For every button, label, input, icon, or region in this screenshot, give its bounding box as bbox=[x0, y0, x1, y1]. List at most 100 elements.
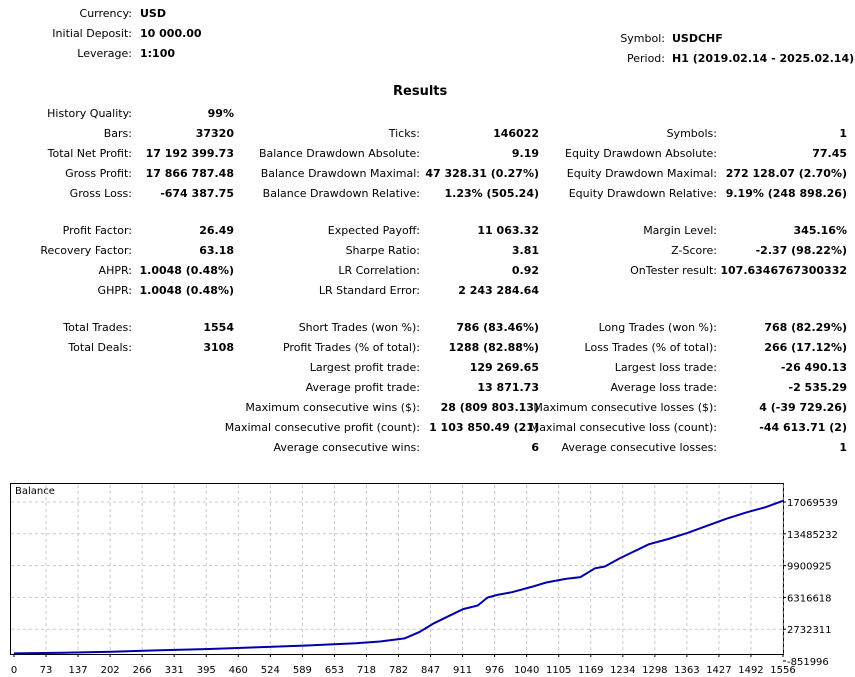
stat-value: 266 (17.12%) bbox=[764, 341, 847, 354]
stat-label: LR Correlation: bbox=[338, 264, 420, 277]
x-tick-label: 1105 bbox=[546, 665, 571, 676]
stat-label: Loss Trades (% of total): bbox=[584, 341, 717, 354]
stat-label: Profit Trades (% of total): bbox=[282, 341, 420, 354]
stat-value: -2.37 (98.22%) bbox=[755, 244, 847, 257]
stat-label: Average consecutive losses: bbox=[561, 441, 717, 454]
x-tick-label: 202 bbox=[101, 665, 120, 676]
x-tick-label: 911 bbox=[453, 665, 472, 676]
stat-value: -26 490.13 bbox=[780, 361, 847, 374]
initial-deposit-value: 10 000.00 bbox=[140, 27, 202, 40]
stat-value: 1 bbox=[839, 127, 847, 140]
stat-label: Maximal consecutive loss (count): bbox=[529, 421, 717, 434]
stat-label: Gross Profit: bbox=[65, 167, 132, 180]
stat-label: Equity Drawdown Absolute: bbox=[565, 147, 717, 160]
stat-value: 3.81 bbox=[511, 244, 539, 257]
stat-label: LR Standard Error: bbox=[318, 284, 420, 297]
stat-value: 1554 bbox=[203, 321, 234, 334]
stat-label: Largest profit trade: bbox=[309, 361, 420, 374]
y-tick-label: 13485232 bbox=[787, 530, 838, 541]
x-tick-label: 524 bbox=[261, 665, 280, 676]
currency-value: USD bbox=[140, 7, 166, 20]
x-tick-label: 1556 bbox=[770, 665, 795, 676]
x-tick-label: 395 bbox=[197, 665, 216, 676]
stat-label: Sharpe Ratio: bbox=[345, 244, 420, 257]
stat-value: 1288 (82.88%) bbox=[448, 341, 539, 354]
symbol-label: Symbol: bbox=[620, 32, 665, 45]
stat-value: 9.19% (248 898.26) bbox=[725, 187, 847, 200]
x-tick-label: 460 bbox=[229, 665, 248, 676]
stat-label: Average consecutive wins: bbox=[273, 441, 420, 454]
stat-value: 107.6346767300332 bbox=[720, 264, 847, 277]
currency-label: Currency: bbox=[79, 7, 132, 20]
x-tick-label: 266 bbox=[133, 665, 152, 676]
stat-label: Expected Payoff: bbox=[327, 224, 420, 237]
stat-label: OnTester result: bbox=[630, 264, 717, 277]
period-label: Period: bbox=[626, 52, 665, 65]
stat-label: Maximum consecutive losses ($): bbox=[533, 401, 717, 414]
stat-value: 26.49 bbox=[199, 224, 234, 237]
stat-label: Recovery Factor: bbox=[40, 244, 132, 257]
leverage-label: Leverage: bbox=[77, 47, 132, 60]
stat-label: Total Net Profit: bbox=[47, 147, 132, 160]
x-tick-label: 847 bbox=[421, 665, 440, 676]
stat-value: 77.45 bbox=[812, 147, 847, 160]
y-tick-label: -851996 bbox=[787, 657, 829, 668]
stat-label: Average profit trade: bbox=[305, 381, 420, 394]
balance-line bbox=[13, 499, 784, 655]
x-tick-label: 653 bbox=[325, 665, 344, 676]
stat-value: 2 243 284.64 bbox=[458, 284, 539, 297]
stat-label: Ticks: bbox=[388, 127, 420, 140]
x-tick-label: 0 bbox=[11, 665, 17, 676]
stat-value: 3108 bbox=[203, 341, 234, 354]
symbol-value: USDCHF bbox=[672, 32, 723, 45]
stat-label: Long Trades (won %): bbox=[598, 321, 717, 334]
stat-value: 9.19 bbox=[511, 147, 539, 160]
stat-value: 272 128.07 (2.70%) bbox=[725, 167, 847, 180]
y-tick-label: 2732311 bbox=[787, 625, 832, 636]
stat-value: 0.92 bbox=[511, 264, 539, 277]
x-tick-label: 1363 bbox=[674, 665, 699, 676]
stat-value: 345.16% bbox=[793, 224, 847, 237]
stat-value: 17 866 787.48 bbox=[145, 167, 234, 180]
stat-value: 6 bbox=[531, 441, 539, 454]
stat-label: Profit Factor: bbox=[62, 224, 132, 237]
leverage-value: 1:100 bbox=[140, 47, 176, 60]
x-tick-label: 1492 bbox=[738, 665, 763, 676]
stat-value: 1.0048 (0.48%) bbox=[139, 284, 235, 297]
stat-label: Short Trades (won %): bbox=[298, 321, 420, 334]
stat-label: Average loss trade: bbox=[610, 381, 717, 394]
stat-label: Total Trades: bbox=[63, 321, 132, 334]
stat-label: Balance Drawdown Absolute: bbox=[258, 147, 420, 160]
x-tick-label: 1169 bbox=[578, 665, 603, 676]
x-tick-label: 589 bbox=[293, 665, 312, 676]
stat-label: Equity Drawdown Relative: bbox=[568, 187, 717, 200]
stat-value: 146022 bbox=[493, 127, 539, 140]
stat-value: 37320 bbox=[195, 127, 234, 140]
period-value: H1 (2019.02.14 - 2025.02.14) bbox=[672, 52, 855, 65]
x-tick-label: 1298 bbox=[642, 665, 667, 676]
x-tick-label: 73 bbox=[40, 665, 53, 676]
stat-label: Maximal consecutive profit (count): bbox=[224, 421, 420, 434]
stat-value: 1.0048 (0.48%) bbox=[139, 264, 235, 277]
x-tick-label: 137 bbox=[69, 665, 88, 676]
y-tick-label: 6316618 bbox=[787, 593, 832, 604]
stat-label: Symbols: bbox=[666, 127, 717, 140]
stat-value: 47 328.31 (0.27%) bbox=[425, 167, 539, 180]
stat-value: -2 535.29 bbox=[788, 381, 848, 394]
stat-label: Margin Level: bbox=[643, 224, 717, 237]
initial-deposit-label: Initial Deposit: bbox=[52, 27, 132, 40]
stat-value: 1 103 850.49 (21) bbox=[429, 421, 539, 434]
x-tick-label: 1040 bbox=[514, 665, 539, 676]
stat-label: Largest loss trade: bbox=[614, 361, 717, 374]
stat-value: 63.18 bbox=[199, 244, 234, 257]
chart-title: Balance bbox=[15, 486, 55, 497]
x-tick-label: 1427 bbox=[706, 665, 731, 676]
stat-value: -44 613.71 (2) bbox=[759, 421, 847, 434]
stat-label: Balance Drawdown Relative: bbox=[262, 187, 420, 200]
stat-value: 1 bbox=[839, 441, 847, 454]
stat-value: -674 387.75 bbox=[160, 187, 234, 200]
x-tick-label: 782 bbox=[389, 665, 408, 676]
stat-value: 768 (82.29%) bbox=[764, 321, 847, 334]
x-tick-label: 718 bbox=[357, 665, 376, 676]
